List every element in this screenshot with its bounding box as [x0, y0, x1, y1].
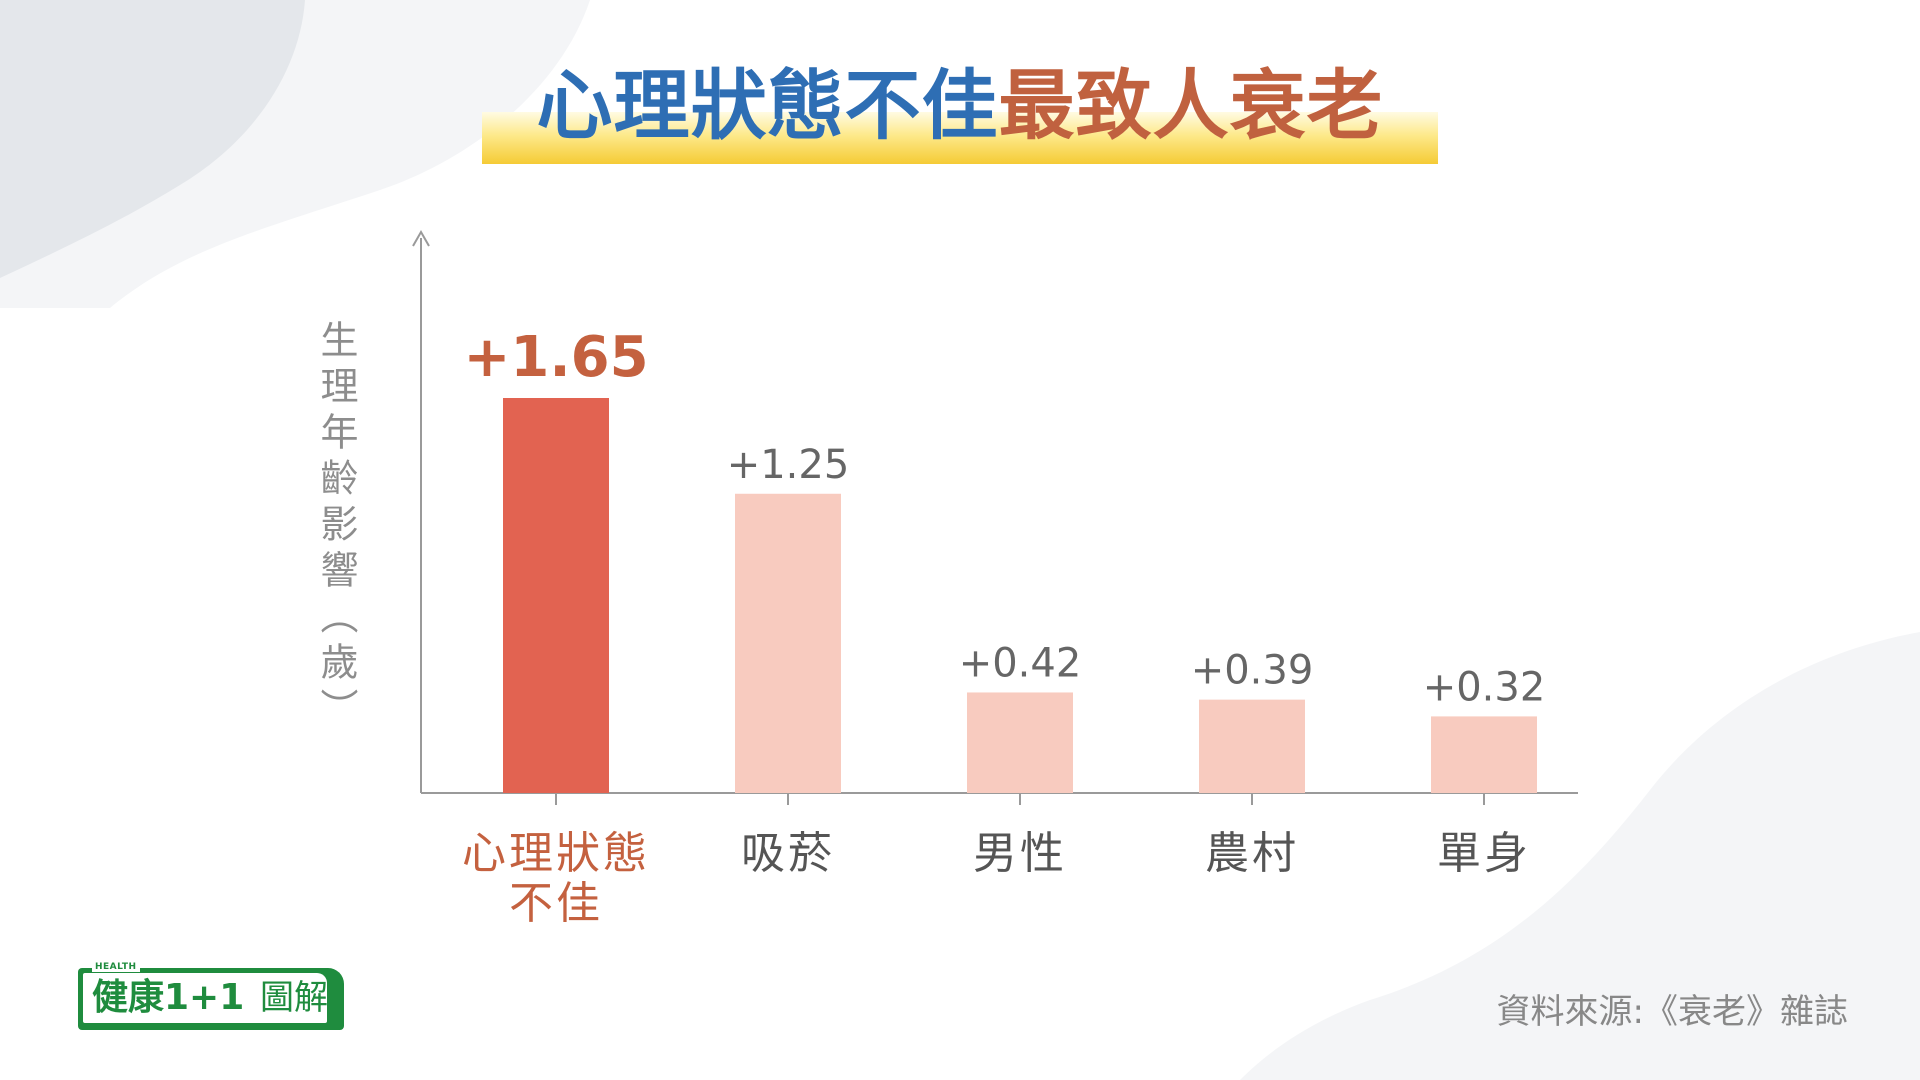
title-part-blue: 心理狀態不佳 — [536, 61, 999, 150]
value-label-4: +0.39 — [1191, 648, 1314, 694]
value-label-5: +0.32 — [1423, 664, 1546, 710]
title-part-orange: 最致人衰老 — [998, 61, 1384, 150]
logo-suffix-text: 圖解 — [260, 978, 328, 1018]
logo-health-tag: HEALTH — [92, 962, 140, 972]
category-label-1: 心理狀態不佳 — [462, 828, 650, 929]
logo-inner — [83, 973, 327, 1023]
chart-title: 心理狀態不佳最致人衰老 — [482, 52, 1438, 164]
value-label-3: +0.42 — [959, 640, 1082, 686]
bar-4 — [1199, 699, 1305, 793]
bar-3 — [967, 692, 1073, 793]
y-axis-arrow-icon — [412, 229, 430, 247]
bar-2 — [735, 493, 841, 793]
bar-1 — [503, 398, 609, 793]
title-highlight-bar — [482, 112, 1438, 164]
brand-logo: HEALTH 健康1+1 圖解 — [78, 962, 356, 1032]
y-axis-label: 生理年齡影響（歲） — [314, 320, 358, 734]
logo-brand-text: 健康1+1 — [92, 977, 245, 1018]
value-label-1: +1.65 — [463, 325, 648, 390]
value-label-2: +1.25 — [727, 442, 850, 488]
title-text: 心理狀態不佳最致人衰老 — [482, 58, 1438, 154]
category-label-4: 農村 — [1205, 828, 1299, 879]
category-label-3: 男性 — [973, 828, 1067, 879]
category-label-2: 吸菸 — [741, 828, 835, 879]
source-note: 資料來源:《衰老》雜誌 — [1496, 992, 1848, 1032]
category-label-5: 單身 — [1437, 828, 1531, 879]
bar-5 — [1431, 716, 1537, 793]
